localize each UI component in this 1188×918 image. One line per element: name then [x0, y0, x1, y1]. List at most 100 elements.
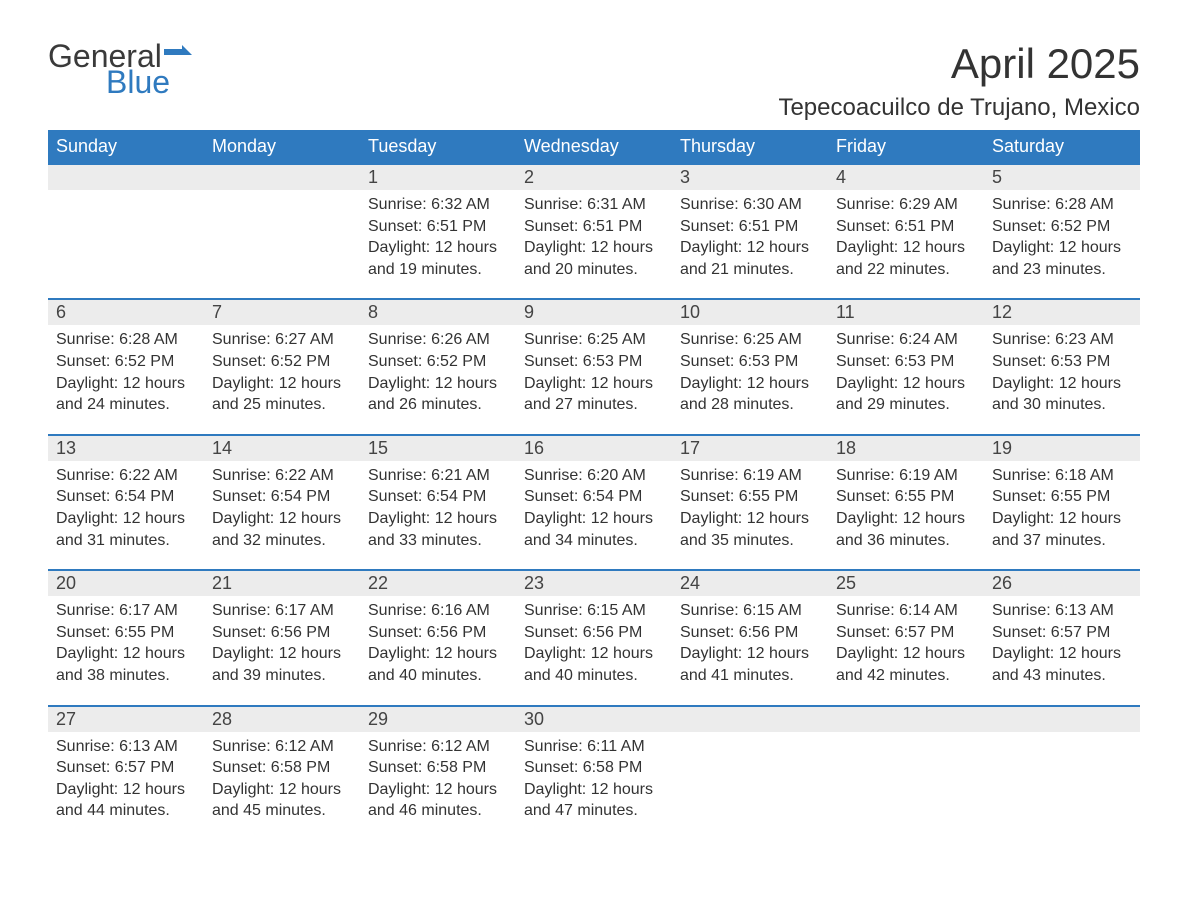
- sunrise-line: Sunrise: 6:15 AM: [680, 600, 820, 622]
- daylight-line: Daylight: 12 hours and 34 minutes.: [524, 508, 664, 551]
- daylight-line: Daylight: 12 hours and 43 minutes.: [992, 643, 1132, 686]
- sunrise-line: Sunrise: 6:15 AM: [524, 600, 664, 622]
- sunset-line: Sunset: 6:53 PM: [992, 351, 1132, 373]
- sunrise-line: Sunrise: 6:31 AM: [524, 194, 664, 216]
- sunrise-line: Sunrise: 6:32 AM: [368, 194, 508, 216]
- daylight-line: Daylight: 12 hours and 46 minutes.: [368, 779, 508, 822]
- day-content-cell: Sunrise: 6:11 AMSunset: 6:58 PMDaylight:…: [516, 732, 672, 840]
- day-number-cell: [984, 706, 1140, 732]
- sunset-line: Sunset: 6:56 PM: [212, 622, 352, 644]
- sunset-line: Sunset: 6:54 PM: [524, 486, 664, 508]
- day-content-row: Sunrise: 6:28 AMSunset: 6:52 PMDaylight:…: [48, 325, 1140, 434]
- sunset-line: Sunset: 6:52 PM: [212, 351, 352, 373]
- sunset-line: Sunset: 6:51 PM: [368, 216, 508, 238]
- daylight-line: Daylight: 12 hours and 27 minutes.: [524, 373, 664, 416]
- day-content-cell: Sunrise: 6:27 AMSunset: 6:52 PMDaylight:…: [204, 325, 360, 434]
- day-content-cell: [672, 732, 828, 840]
- day-content-cell: Sunrise: 6:32 AMSunset: 6:51 PMDaylight:…: [360, 190, 516, 299]
- sunrise-line: Sunrise: 6:13 AM: [56, 736, 196, 758]
- day-content-cell: Sunrise: 6:19 AMSunset: 6:55 PMDaylight:…: [828, 461, 984, 570]
- sunset-line: Sunset: 6:52 PM: [368, 351, 508, 373]
- daylight-line: Daylight: 12 hours and 47 minutes.: [524, 779, 664, 822]
- day-number-cell: 4: [828, 164, 984, 190]
- sunrise-line: Sunrise: 6:17 AM: [212, 600, 352, 622]
- day-number-row: 20212223242526: [48, 570, 1140, 596]
- day-content-cell: Sunrise: 6:12 AMSunset: 6:58 PMDaylight:…: [204, 732, 360, 840]
- day-content-cell: [828, 732, 984, 840]
- weekday-header: Thursday: [672, 130, 828, 164]
- day-content-cell: Sunrise: 6:28 AMSunset: 6:52 PMDaylight:…: [48, 325, 204, 434]
- weekday-header: Wednesday: [516, 130, 672, 164]
- day-number-cell: 17: [672, 435, 828, 461]
- day-content-cell: [48, 190, 204, 299]
- logo: General Blue: [48, 40, 192, 98]
- daylight-line: Daylight: 12 hours and 38 minutes.: [56, 643, 196, 686]
- day-content-cell: Sunrise: 6:25 AMSunset: 6:53 PMDaylight:…: [516, 325, 672, 434]
- sunrise-line: Sunrise: 6:22 AM: [56, 465, 196, 487]
- sunrise-line: Sunrise: 6:17 AM: [56, 600, 196, 622]
- day-content-row: Sunrise: 6:22 AMSunset: 6:54 PMDaylight:…: [48, 461, 1140, 570]
- day-content-cell: Sunrise: 6:24 AMSunset: 6:53 PMDaylight:…: [828, 325, 984, 434]
- day-number-row: 6789101112: [48, 299, 1140, 325]
- daylight-line: Daylight: 12 hours and 45 minutes.: [212, 779, 352, 822]
- daylight-line: Daylight: 12 hours and 33 minutes.: [368, 508, 508, 551]
- day-number-cell: 28: [204, 706, 360, 732]
- day-number-row: 12345: [48, 164, 1140, 190]
- daylight-line: Daylight: 12 hours and 35 minutes.: [680, 508, 820, 551]
- daylight-line: Daylight: 12 hours and 23 minutes.: [992, 237, 1132, 280]
- day-number-cell: 20: [48, 570, 204, 596]
- day-content-cell: Sunrise: 6:30 AMSunset: 6:51 PMDaylight:…: [672, 190, 828, 299]
- day-content-cell: Sunrise: 6:29 AMSunset: 6:51 PMDaylight:…: [828, 190, 984, 299]
- daylight-line: Daylight: 12 hours and 19 minutes.: [368, 237, 508, 280]
- sunrise-line: Sunrise: 6:14 AM: [836, 600, 976, 622]
- weekday-header: Sunday: [48, 130, 204, 164]
- day-content-cell: [204, 190, 360, 299]
- day-number-cell: 6: [48, 299, 204, 325]
- day-number-cell: 30: [516, 706, 672, 732]
- daylight-line: Daylight: 12 hours and 20 minutes.: [524, 237, 664, 280]
- sunrise-line: Sunrise: 6:26 AM: [368, 329, 508, 351]
- sunrise-line: Sunrise: 6:19 AM: [680, 465, 820, 487]
- day-number-cell: 8: [360, 299, 516, 325]
- sunset-line: Sunset: 6:55 PM: [992, 486, 1132, 508]
- weekday-header: Tuesday: [360, 130, 516, 164]
- daylight-line: Daylight: 12 hours and 25 minutes.: [212, 373, 352, 416]
- day-number-row: 27282930: [48, 706, 1140, 732]
- day-content-cell: Sunrise: 6:22 AMSunset: 6:54 PMDaylight:…: [204, 461, 360, 570]
- day-number-cell: 5: [984, 164, 1140, 190]
- daylight-line: Daylight: 12 hours and 39 minutes.: [212, 643, 352, 686]
- weekday-header: Friday: [828, 130, 984, 164]
- sunrise-line: Sunrise: 6:11 AM: [524, 736, 664, 758]
- day-number-cell: 15: [360, 435, 516, 461]
- daylight-line: Daylight: 12 hours and 44 minutes.: [56, 779, 196, 822]
- sunset-line: Sunset: 6:56 PM: [368, 622, 508, 644]
- sunrise-line: Sunrise: 6:23 AM: [992, 329, 1132, 351]
- day-number-cell: 2: [516, 164, 672, 190]
- sunset-line: Sunset: 6:55 PM: [56, 622, 196, 644]
- daylight-line: Daylight: 12 hours and 29 minutes.: [836, 373, 976, 416]
- day-number-cell: 21: [204, 570, 360, 596]
- day-content-cell: Sunrise: 6:15 AMSunset: 6:56 PMDaylight:…: [516, 596, 672, 705]
- page-header: General Blue April 2025 Tepecoacuilco de…: [48, 40, 1140, 122]
- daylight-line: Daylight: 12 hours and 21 minutes.: [680, 237, 820, 280]
- day-number-cell: 25: [828, 570, 984, 596]
- sunrise-line: Sunrise: 6:24 AM: [836, 329, 976, 351]
- daylight-line: Daylight: 12 hours and 40 minutes.: [524, 643, 664, 686]
- day-number-cell: 23: [516, 570, 672, 596]
- day-content-cell: Sunrise: 6:13 AMSunset: 6:57 PMDaylight:…: [48, 732, 204, 840]
- day-content-cell: Sunrise: 6:26 AMSunset: 6:52 PMDaylight:…: [360, 325, 516, 434]
- day-number-cell: 9: [516, 299, 672, 325]
- sunrise-line: Sunrise: 6:22 AM: [212, 465, 352, 487]
- sunset-line: Sunset: 6:57 PM: [836, 622, 976, 644]
- calendar-body: 12345Sunrise: 6:32 AMSunset: 6:51 PMDayl…: [48, 164, 1140, 840]
- sunset-line: Sunset: 6:53 PM: [836, 351, 976, 373]
- day-number-cell: [828, 706, 984, 732]
- day-number-cell: 22: [360, 570, 516, 596]
- sunrise-line: Sunrise: 6:18 AM: [992, 465, 1132, 487]
- sunrise-line: Sunrise: 6:20 AM: [524, 465, 664, 487]
- sunrise-line: Sunrise: 6:30 AM: [680, 194, 820, 216]
- day-content-cell: Sunrise: 6:15 AMSunset: 6:56 PMDaylight:…: [672, 596, 828, 705]
- sunrise-line: Sunrise: 6:25 AM: [524, 329, 664, 351]
- sunrise-line: Sunrise: 6:29 AM: [836, 194, 976, 216]
- day-content-cell: [984, 732, 1140, 840]
